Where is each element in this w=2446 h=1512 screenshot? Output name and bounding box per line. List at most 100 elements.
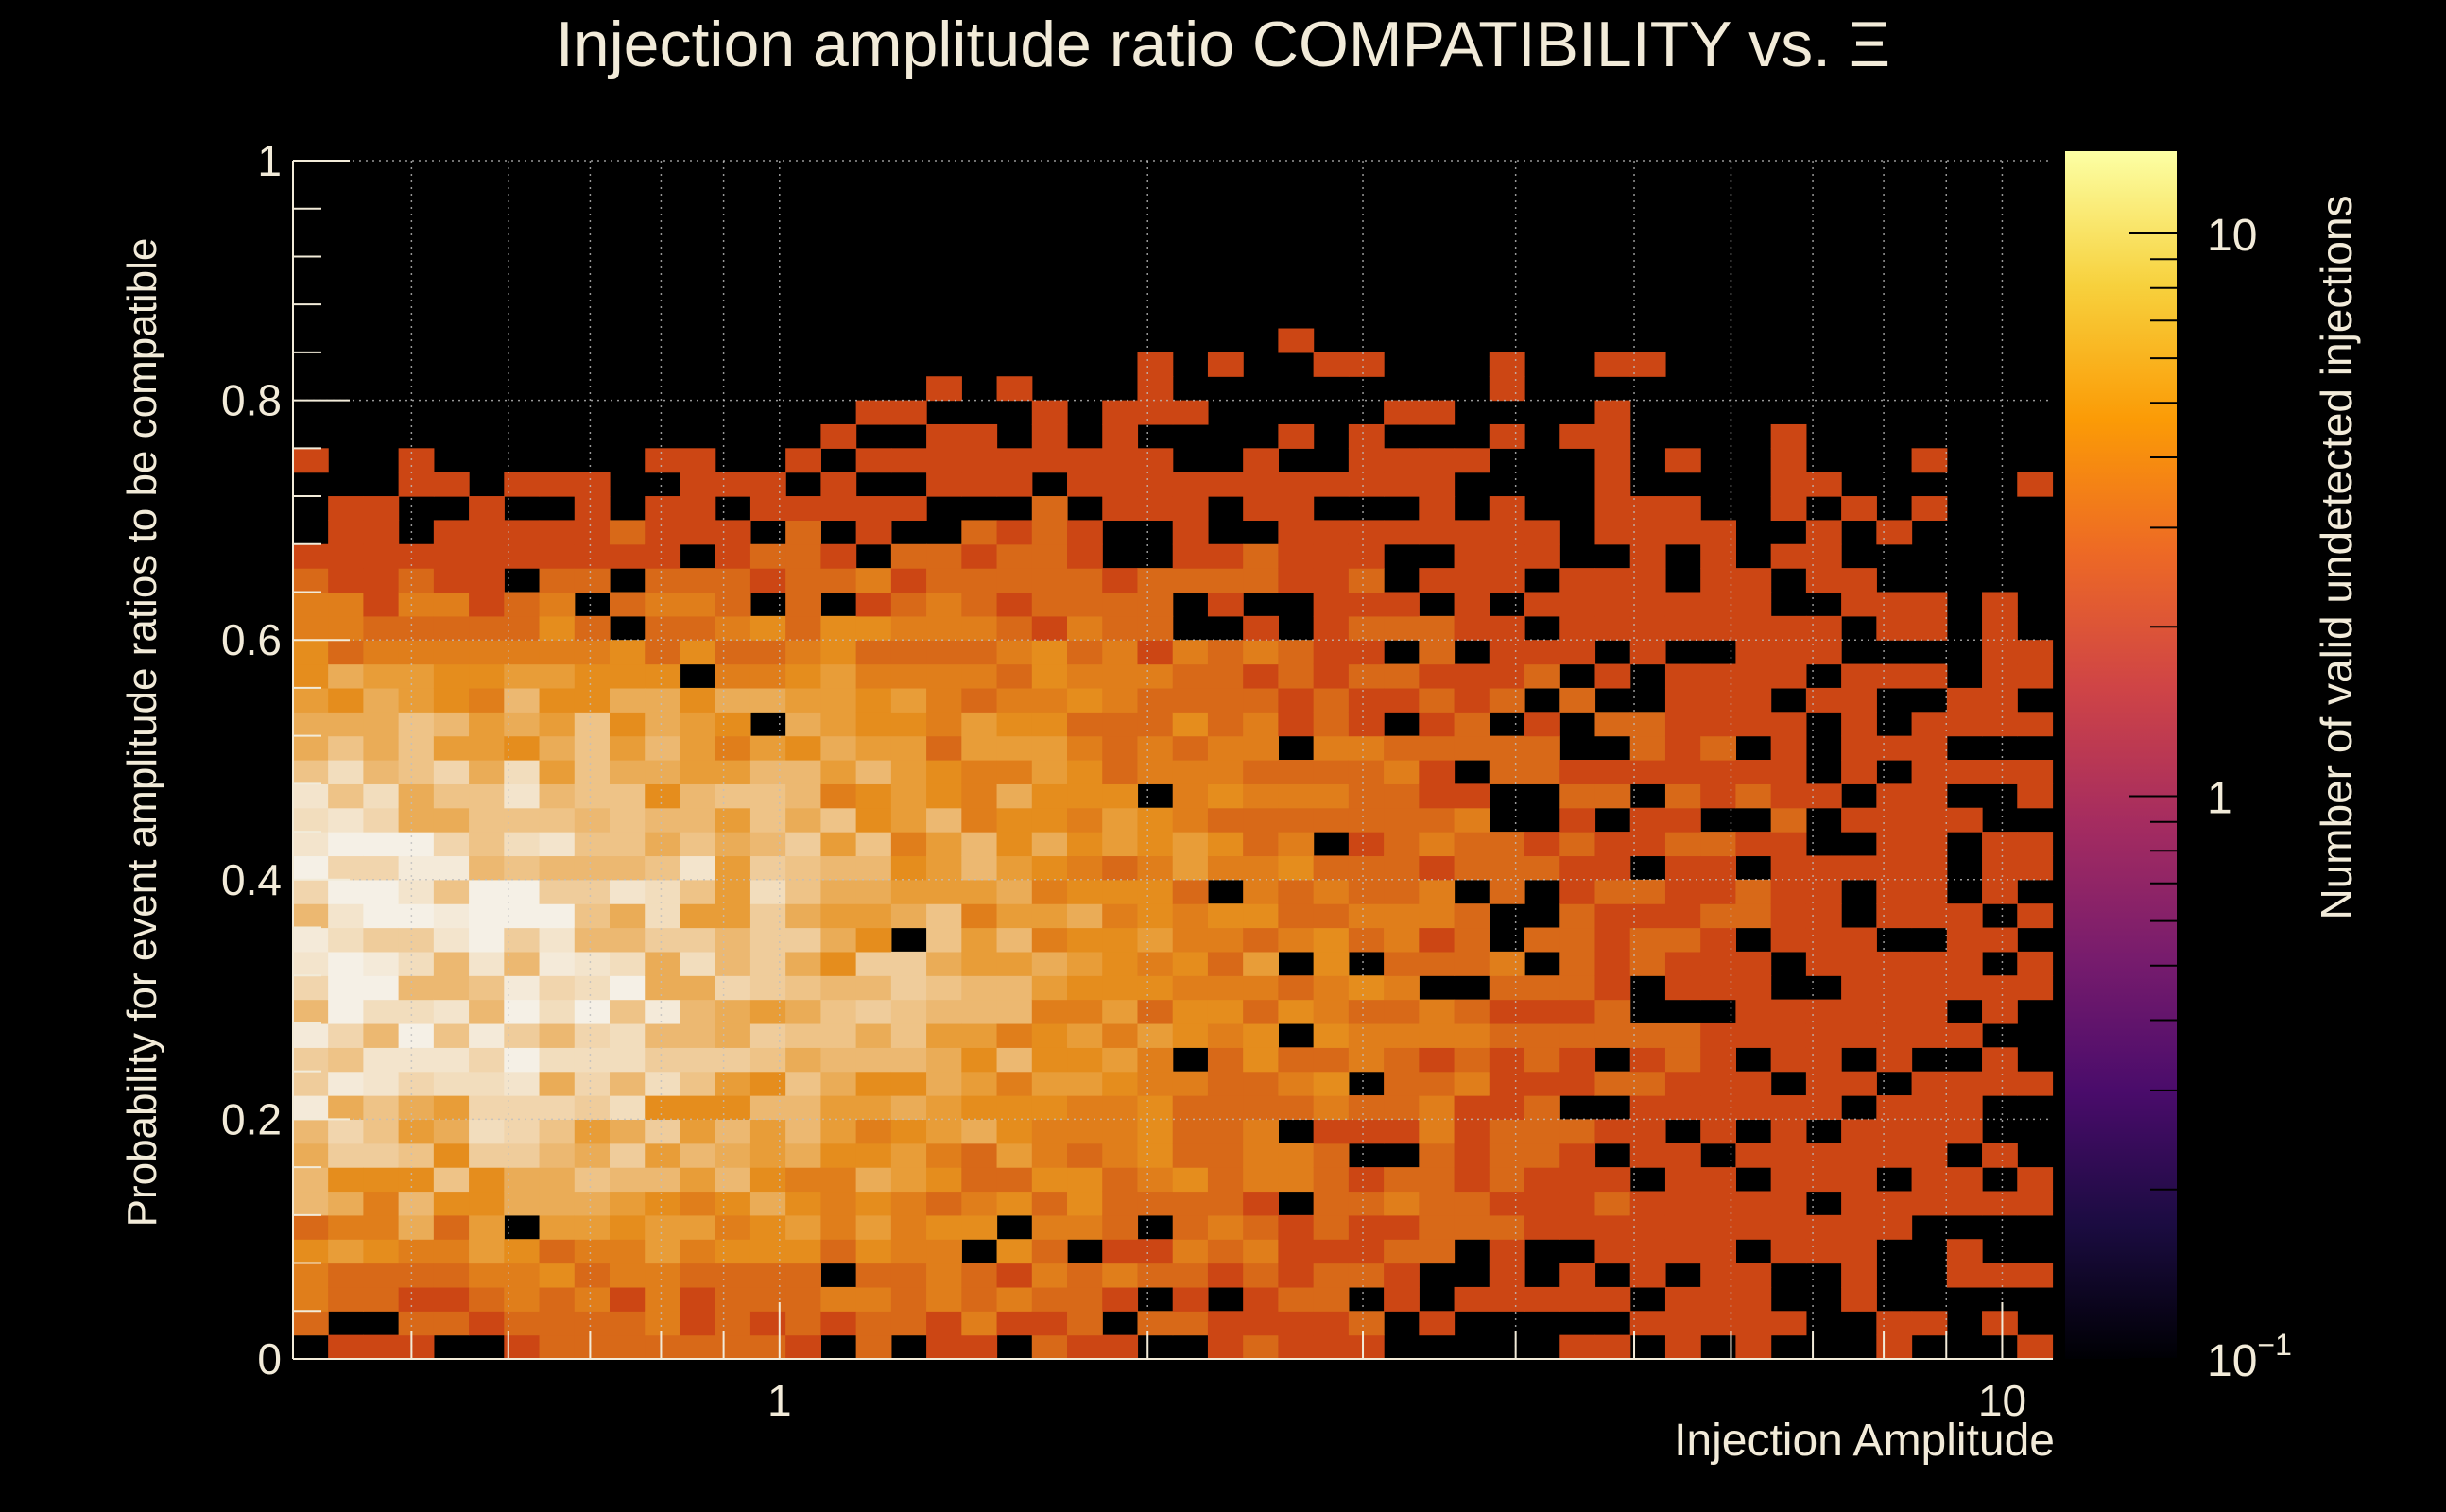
heatmap-bin	[1384, 783, 1420, 809]
heatmap-bin	[469, 592, 505, 617]
heatmap-bin	[433, 1167, 470, 1193]
heatmap-bin	[1243, 1095, 1279, 1120]
heatmap-bin	[1313, 520, 1350, 545]
heatmap-bin	[820, 1286, 857, 1312]
heatmap-bin	[820, 735, 857, 761]
heatmap-bin	[2017, 1167, 2054, 1193]
heatmap-bin	[1031, 951, 1068, 976]
heatmap-bin	[855, 1095, 892, 1120]
y-tick-label: 0.2	[221, 1094, 282, 1143]
heatmap-bin	[680, 1047, 716, 1073]
heatmap-bin	[749, 1143, 786, 1168]
heatmap-bin	[1102, 1191, 1139, 1216]
heatmap-bin	[1841, 1286, 1877, 1312]
heatmap-bin	[715, 640, 751, 665]
heatmap-bin	[1137, 999, 1174, 1024]
heatmap-bin	[1524, 520, 1560, 545]
heatmap-bin	[328, 1214, 364, 1240]
heatmap-bin	[1384, 663, 1420, 689]
heatmap-bin	[1348, 1047, 1385, 1073]
heatmap-bin	[1770, 999, 1807, 1024]
heatmap-bin	[785, 927, 821, 953]
heatmap-bin	[1770, 448, 1807, 473]
heatmap-bin	[574, 975, 611, 1001]
heatmap-bin	[292, 999, 329, 1024]
heatmap-bin	[1841, 951, 1877, 976]
heatmap-bin	[1384, 832, 1420, 857]
heatmap-bin	[680, 496, 716, 521]
heatmap-bin	[1489, 496, 1525, 521]
heatmap-bin	[1137, 879, 1174, 904]
heatmap-bin	[785, 1334, 821, 1360]
heatmap-bin	[539, 855, 576, 881]
heatmap-bin	[469, 712, 505, 737]
heatmap-bin	[855, 999, 892, 1024]
heatmap-bin	[1348, 927, 1385, 953]
heatmap-bin	[961, 1119, 998, 1144]
heatmap-bin	[1278, 903, 1315, 929]
heatmap-bin	[1172, 1286, 1209, 1312]
heatmap-bin	[1348, 903, 1385, 929]
heatmap-bin	[363, 1022, 400, 1048]
heatmap-bin	[1770, 1191, 1807, 1216]
heatmap-bin	[1454, 448, 1490, 473]
heatmap-bin	[363, 640, 400, 665]
heatmap-bin	[610, 760, 646, 784]
heatmap-bin	[1067, 1263, 1103, 1288]
heatmap-bin	[363, 1047, 400, 1073]
heatmap-bin	[1735, 1286, 1772, 1312]
heatmap-bin	[680, 712, 716, 737]
heatmap-bin	[292, 1286, 329, 1312]
heatmap-bin	[1982, 975, 2018, 1001]
heatmap-bin	[1454, 1191, 1490, 1216]
heatmap-bin	[1876, 663, 1913, 689]
heatmap-bin	[1207, 760, 1244, 784]
heatmap-bin	[1278, 423, 1315, 449]
heatmap-bin	[1313, 1263, 1350, 1288]
heatmap-bin	[1982, 1047, 2018, 1073]
heatmap-bin	[1031, 999, 1068, 1024]
heatmap-bin	[1313, 879, 1350, 904]
heatmap-bin	[1700, 568, 1737, 593]
heatmap-bin	[1067, 855, 1103, 881]
heatmap-bin	[574, 1286, 611, 1312]
heatmap-bin	[1594, 448, 1631, 473]
heatmap-bin	[820, 1119, 857, 1144]
heatmap-bin	[1489, 879, 1525, 904]
heatmap-bin	[1594, 1214, 1631, 1240]
heatmap-bin	[715, 1263, 751, 1288]
heatmap-bin	[292, 663, 329, 689]
heatmap-bin	[855, 687, 892, 713]
heatmap-bin	[1102, 663, 1139, 689]
heatmap-bin	[433, 1191, 470, 1216]
heatmap-bin	[328, 663, 364, 689]
heatmap-bin	[680, 1334, 716, 1360]
heatmap-bin	[1278, 760, 1315, 784]
heatmap-bin	[1489, 687, 1525, 713]
heatmap-bin	[292, 735, 329, 761]
heatmap-bin	[328, 1119, 364, 1144]
heatmap-bin	[363, 783, 400, 809]
heatmap-bin	[539, 735, 576, 761]
heatmap-bin	[1067, 760, 1103, 784]
heatmap-bin	[855, 927, 892, 953]
heatmap-bin	[433, 472, 470, 497]
heatmap-bin	[610, 832, 646, 857]
heatmap-bin	[363, 615, 400, 641]
heatmap-bin	[1102, 615, 1139, 641]
heatmap-bin	[715, 855, 751, 881]
heatmap-bin	[292, 568, 329, 593]
heatmap-bin	[1946, 687, 1983, 713]
heatmap-bin	[680, 807, 716, 833]
heatmap-bin	[328, 735, 364, 761]
heatmap-bin	[1629, 1239, 1666, 1264]
heatmap-bin	[715, 1143, 751, 1168]
heatmap-bin	[645, 903, 681, 929]
heatmap-bin	[1559, 1263, 1596, 1288]
heatmap-bin	[1700, 1119, 1737, 1144]
heatmap-bin	[328, 832, 364, 857]
heatmap-bin	[1735, 903, 1772, 929]
x-tick-label: 1	[767, 1376, 792, 1425]
heatmap-bin	[469, 1071, 505, 1096]
heatmap-bin	[1313, 783, 1350, 809]
